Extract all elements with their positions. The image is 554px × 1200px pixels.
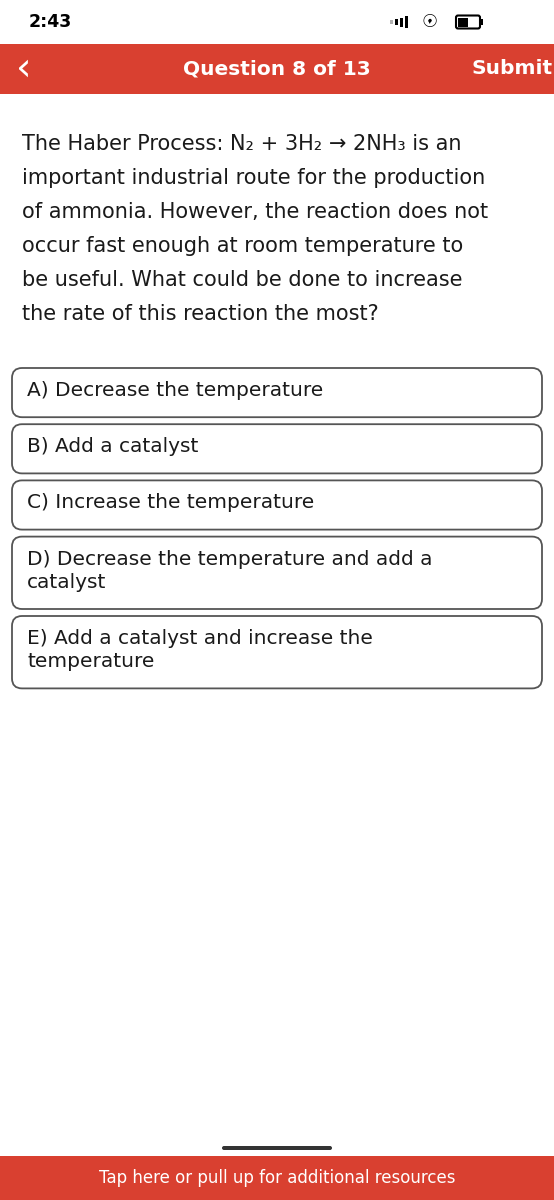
Text: C) Increase the temperature: C) Increase the temperature bbox=[27, 493, 314, 512]
FancyBboxPatch shape bbox=[0, 44, 554, 94]
Text: catalyst: catalyst bbox=[27, 572, 106, 592]
Text: of ammonia. However, the reaction does not: of ammonia. However, the reaction does n… bbox=[22, 202, 488, 222]
FancyBboxPatch shape bbox=[458, 18, 468, 26]
FancyBboxPatch shape bbox=[12, 368, 542, 418]
Text: B) Add a catalyst: B) Add a catalyst bbox=[27, 437, 198, 456]
FancyBboxPatch shape bbox=[12, 480, 542, 529]
Text: D) Decrease the temperature and add a: D) Decrease the temperature and add a bbox=[27, 550, 433, 569]
FancyBboxPatch shape bbox=[12, 425, 542, 474]
Text: Tap here or pull up for additional resources: Tap here or pull up for additional resou… bbox=[99, 1169, 455, 1187]
FancyBboxPatch shape bbox=[0, 0, 554, 44]
Text: E) Add a catalyst and increase the: E) Add a catalyst and increase the bbox=[27, 629, 373, 648]
FancyBboxPatch shape bbox=[405, 16, 408, 28]
Text: The Haber Process: N₂ + 3H₂ → 2NH₃ is an: The Haber Process: N₂ + 3H₂ → 2NH₃ is an bbox=[22, 134, 461, 154]
FancyBboxPatch shape bbox=[12, 536, 542, 610]
FancyBboxPatch shape bbox=[390, 20, 393, 24]
Text: occur fast enough at room temperature to: occur fast enough at room temperature to bbox=[22, 236, 463, 256]
Text: the rate of this reaction the most?: the rate of this reaction the most? bbox=[22, 304, 379, 324]
Text: A) Decrease the temperature: A) Decrease the temperature bbox=[27, 382, 323, 400]
FancyBboxPatch shape bbox=[395, 19, 398, 25]
FancyBboxPatch shape bbox=[222, 1146, 332, 1150]
Text: Question 8 of 13: Question 8 of 13 bbox=[183, 60, 371, 78]
FancyBboxPatch shape bbox=[480, 19, 483, 25]
FancyBboxPatch shape bbox=[0, 1156, 554, 1200]
FancyBboxPatch shape bbox=[400, 18, 403, 26]
Text: be useful. What could be done to increase: be useful. What could be done to increas… bbox=[22, 270, 463, 290]
Text: important industrial route for the production: important industrial route for the produ… bbox=[22, 168, 485, 188]
Text: temperature: temperature bbox=[27, 653, 155, 671]
Text: ‹: ‹ bbox=[16, 50, 32, 88]
Text: ☉: ☉ bbox=[422, 13, 438, 31]
Text: ▾: ▾ bbox=[428, 19, 432, 25]
Text: 2:43: 2:43 bbox=[28, 13, 71, 31]
FancyBboxPatch shape bbox=[12, 616, 542, 689]
Text: Submit: Submit bbox=[471, 60, 552, 78]
